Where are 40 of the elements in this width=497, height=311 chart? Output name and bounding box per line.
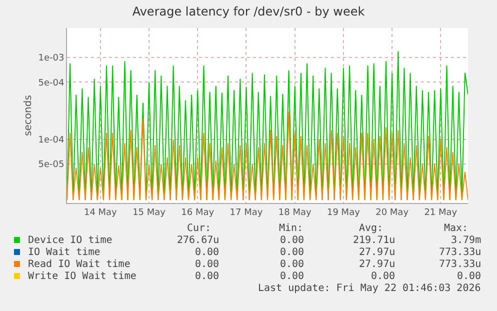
x-tick-label: 20 May xyxy=(376,208,410,218)
legend-label: Device IO time xyxy=(28,235,112,246)
text: Last update: Fri May 22 01:46:03 2026 xyxy=(258,283,481,294)
y-axis-title: seconds xyxy=(23,95,34,136)
y-tick-label: 1e-03 xyxy=(38,54,64,64)
x-tick-label: 14 May xyxy=(84,208,118,218)
text: Avg: xyxy=(359,223,384,234)
text: 27.97u xyxy=(359,247,396,258)
x-tick-label: 18 May xyxy=(278,208,312,218)
y-tick-label: 5e-04 xyxy=(38,78,64,88)
y-tick-label: 5e-05 xyxy=(38,160,64,170)
text: 3.79m xyxy=(451,235,482,246)
legend-label: Read IO Wait time xyxy=(28,259,130,270)
text: Min: xyxy=(279,223,304,234)
text: 0.00 xyxy=(280,271,304,282)
x-tick-label: 21 May xyxy=(424,208,458,218)
text: 27.97u xyxy=(359,259,396,270)
text: 0.00 xyxy=(280,259,304,270)
text: 276.67u xyxy=(177,235,220,246)
line-series xyxy=(67,110,468,201)
text: Cur: xyxy=(187,223,212,234)
text: 0.00 xyxy=(371,271,396,282)
text: 219.71u xyxy=(353,235,396,246)
legend-label: Write IO Wait time xyxy=(28,271,136,282)
text: 0.00 xyxy=(195,259,220,270)
chart-title: Average latency for /dev/sr0 - by week xyxy=(132,4,365,18)
text: 0.00 xyxy=(280,247,304,258)
y-tick-label: 1e-04 xyxy=(38,135,64,146)
text: 773.33u xyxy=(439,259,482,270)
text: 773.33u xyxy=(439,247,482,258)
legend-label: IO Wait time xyxy=(28,247,100,258)
text: 0.00 xyxy=(195,247,220,258)
text: 0.00 xyxy=(280,235,304,246)
x-tick-label: 19 May xyxy=(326,208,361,218)
x-tick-label: 15 May xyxy=(132,208,166,218)
text: 0.00 xyxy=(195,271,220,282)
text: 0.00 xyxy=(457,271,482,282)
x-tick-label: 17 May xyxy=(230,208,264,218)
x-tick-label: 16 May xyxy=(181,208,215,218)
text: Max: xyxy=(444,223,468,234)
